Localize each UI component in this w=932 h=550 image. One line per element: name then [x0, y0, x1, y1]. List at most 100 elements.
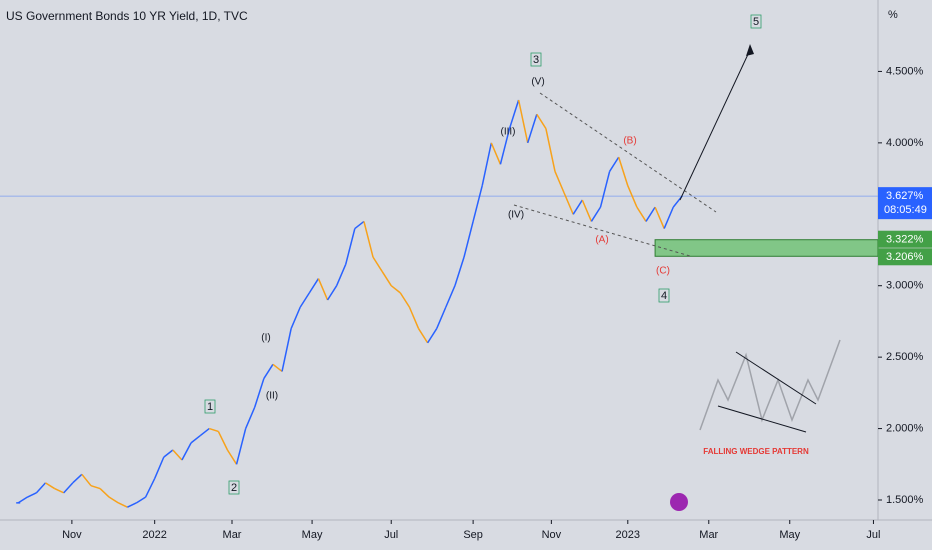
price-bar	[181, 442, 192, 461]
price-bar	[26, 492, 37, 498]
y-tick-label: 2.000%	[886, 422, 924, 434]
price-bar	[381, 271, 392, 287]
projection-arrow	[679, 49, 751, 201]
price-bar	[345, 228, 356, 265]
wave-label: 5	[753, 16, 759, 28]
price-bar	[426, 328, 438, 344]
wave-label: 1	[207, 401, 213, 413]
y-tick-label: 2.500%	[886, 351, 924, 363]
price-bar	[590, 206, 602, 222]
price-bar	[144, 478, 156, 498]
wave-label: (III)	[501, 127, 516, 138]
price-bar	[517, 99, 529, 144]
price-bar	[608, 156, 620, 172]
wave-label: (C)	[656, 266, 670, 277]
price-bar	[563, 192, 574, 215]
price-bar	[217, 431, 229, 451]
zone-top-label: 3.322%	[886, 234, 924, 246]
wave-label: (V)	[531, 77, 544, 88]
price-bar	[645, 206, 656, 222]
price-bar	[363, 221, 374, 258]
x-tick-label: Jul	[384, 529, 398, 541]
wedge-sketch	[699, 339, 841, 431]
y-tick-label: 4.000%	[886, 137, 924, 149]
price-bar	[153, 456, 165, 479]
price-bar	[463, 221, 474, 258]
wave-label: 4	[661, 290, 667, 302]
price-bar	[490, 142, 502, 165]
price-bar	[335, 263, 347, 287]
price-bar	[581, 199, 593, 222]
countdown: 08:05:49	[884, 204, 927, 216]
price-bar	[508, 99, 520, 129]
wedge-lower	[513, 204, 691, 257]
price-box	[878, 187, 932, 220]
price-bar	[536, 113, 547, 129]
x-tick-label: 2022	[142, 529, 166, 541]
price-bar	[90, 484, 101, 490]
wave-label: (IV)	[508, 210, 524, 221]
x-tick-label: May	[779, 529, 800, 541]
price-bar	[127, 502, 137, 508]
zone-bottom-box	[878, 248, 932, 266]
price-bar	[481, 142, 493, 186]
sketch-upper	[735, 351, 817, 405]
price-bar	[117, 502, 128, 508]
price-bar	[317, 278, 329, 301]
price-bar	[45, 482, 55, 490]
price-bar	[17, 496, 28, 504]
price-bar	[472, 185, 483, 222]
zone-bottom-label: 3.206%	[886, 251, 924, 263]
price-bar	[272, 363, 283, 373]
price-bar	[209, 427, 219, 433]
sketch-lower	[717, 405, 807, 433]
price-bar	[390, 285, 401, 294]
price-bar	[654, 206, 665, 229]
y-tick-label: 1.500%	[886, 494, 924, 506]
logo	[670, 493, 688, 511]
price-bar	[235, 428, 247, 465]
price-bar	[554, 171, 565, 194]
marks	[0, 99, 879, 508]
support-zone	[654, 239, 879, 257]
price-bar	[254, 378, 265, 408]
price-bar	[35, 482, 47, 494]
wave-label: 2	[231, 482, 237, 494]
price-bar	[499, 128, 511, 165]
wave-label: 3	[533, 54, 539, 66]
wave-box	[204, 399, 216, 414]
price-bar	[454, 256, 465, 286]
x-tick-label: Mar	[699, 529, 718, 541]
price-bar	[308, 278, 320, 294]
price-bar	[108, 496, 119, 504]
price-bar	[617, 156, 629, 186]
y-tick-label: 4.500%	[886, 65, 924, 77]
price-bar	[326, 285, 338, 301]
x-tick-label: Jul	[866, 529, 880, 541]
price-bar	[417, 328, 429, 344]
price-bar	[72, 473, 83, 484]
price-bar	[436, 306, 447, 329]
wave-box	[228, 480, 240, 495]
price-bar	[599, 171, 611, 208]
price-bar	[627, 185, 638, 208]
price-bar	[81, 473, 92, 487]
price-bar	[63, 482, 74, 494]
price-bar	[190, 435, 201, 444]
x-tick-label: Sep	[463, 529, 483, 541]
wave-box	[750, 14, 762, 29]
price-bar	[136, 496, 146, 504]
wave-label: (A)	[595, 235, 608, 246]
x-tick-label: May	[302, 529, 323, 541]
x-tick-label: Mar	[223, 529, 242, 541]
wave-label: (B)	[623, 136, 636, 147]
wave-label: (I)	[261, 333, 270, 344]
price-bar	[163, 449, 174, 458]
price-bar	[572, 199, 583, 215]
y-tick-label: 3.000%	[886, 280, 924, 292]
price-bar	[408, 306, 420, 329]
price-bar	[99, 488, 110, 498]
price-bar	[290, 306, 301, 329]
wave-box	[658, 288, 670, 303]
